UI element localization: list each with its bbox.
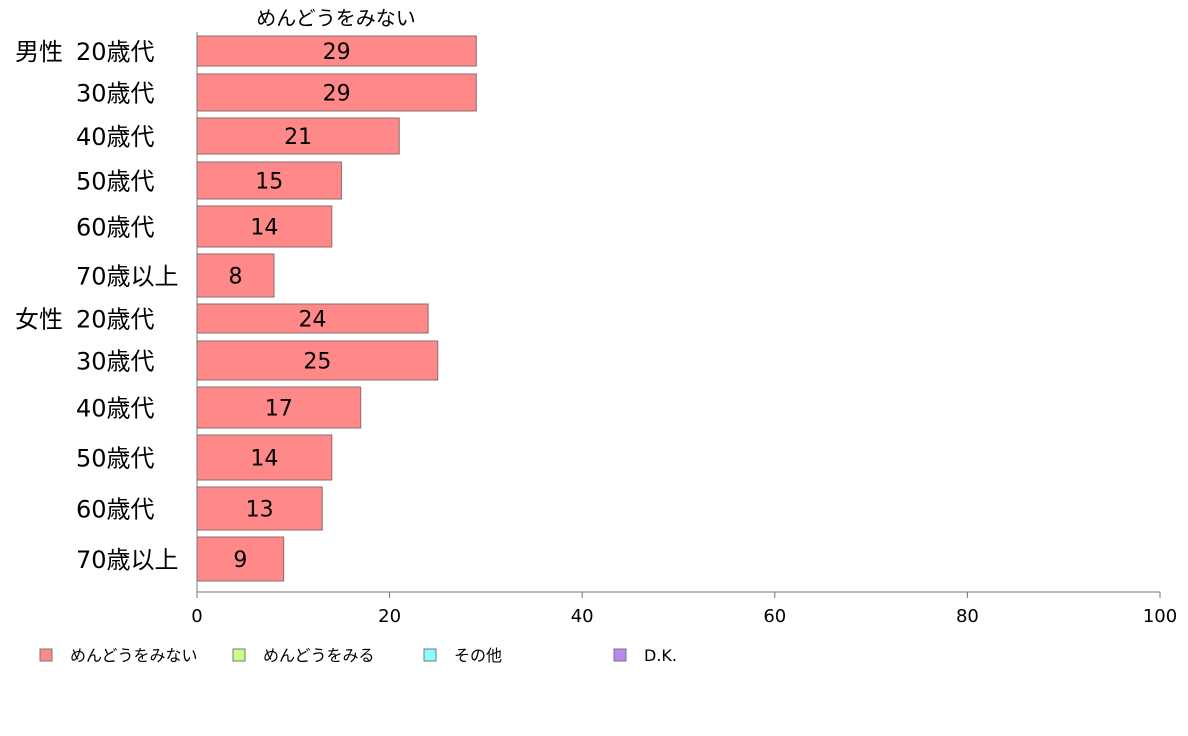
bar-value-label: 15: [255, 170, 283, 195]
x-axis: 0 20 40 60 80 100: [191, 32, 1177, 627]
bar: [196, 434, 333, 481]
category-label: 30歳代: [76, 348, 155, 376]
bar-value-label: 29: [323, 40, 351, 65]
bar: [196, 117, 400, 155]
category-label: 20歳代: [76, 38, 155, 66]
bar: [196, 486, 323, 531]
group-label: 男性: [15, 38, 63, 66]
category-label: 60歳代: [76, 214, 155, 242]
legend-entry-label: その他: [454, 646, 502, 665]
bar: [196, 205, 333, 248]
bar: [196, 161, 342, 200]
group-label: 女性: [15, 306, 63, 334]
x-tick-label: 40: [571, 606, 594, 627]
bar-value-label: 21: [284, 125, 312, 150]
bar-value-label: 8: [229, 265, 243, 290]
category-label: 70歳以上: [76, 546, 179, 574]
category-label: 20歳代: [76, 306, 155, 334]
category-label: 50歳代: [76, 445, 155, 473]
bar-value-label: 14: [250, 216, 278, 241]
x-tick-label: 60: [763, 606, 786, 627]
bar: [196, 303, 429, 334]
bar-value-label: 25: [303, 350, 331, 375]
category-label: 40歳代: [76, 395, 155, 423]
legend-entry-label: めんどうをみる: [263, 646, 375, 665]
legend-entry-label: D.K.: [644, 646, 677, 665]
bar: [196, 536, 285, 582]
bar-value-label: 14: [250, 447, 278, 472]
x-tick-label: 0: [191, 606, 202, 627]
bar: [196, 35, 477, 67]
category-label: 70歳以上: [76, 263, 179, 291]
bar-value-label: 29: [323, 82, 351, 107]
x-tick-label: 20: [378, 606, 401, 627]
category-label: 40歳代: [76, 123, 155, 151]
category-label: 60歳代: [76, 496, 155, 524]
bar-value-label: 24: [299, 308, 327, 333]
legend-swatch: [39, 648, 53, 662]
bar: [196, 73, 477, 112]
category-label: 30歳代: [76, 80, 155, 108]
legend-swatch: [232, 648, 246, 662]
legend: めんどうをみない めんどうをみる その他 D.K.: [39, 646, 677, 665]
bar-value-label: 17: [265, 397, 293, 422]
x-tick-label: 80: [956, 606, 979, 627]
chart-title: めんどうをみない: [256, 6, 415, 30]
category-label: 50歳代: [76, 168, 155, 196]
legend-swatch: [423, 648, 437, 662]
bar-value-label: 9: [233, 548, 247, 573]
bar-value-label: 13: [246, 498, 274, 523]
legend-entry-label: めんどうをみない: [70, 646, 198, 665]
legend-swatch: [613, 648, 627, 662]
x-tick-label: 100: [1143, 606, 1177, 627]
